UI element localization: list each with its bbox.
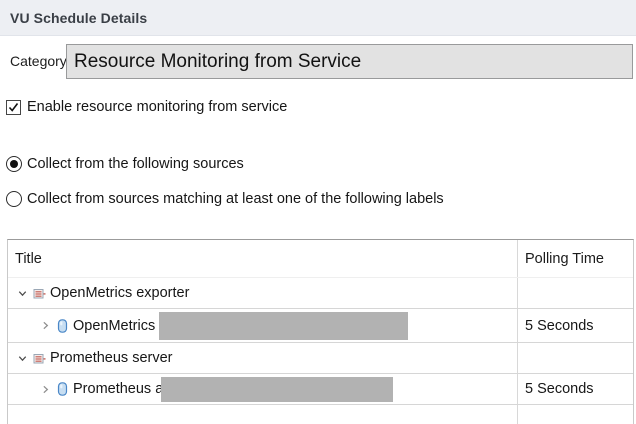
redaction-block <box>159 312 408 340</box>
redaction-block <box>161 377 393 402</box>
table-header-row: Title Polling Time <box>8 240 633 278</box>
exporter-icon <box>32 286 46 300</box>
source-item-label: Prometheus at <box>73 381 168 397</box>
source-group-label: OpenMetrics exporter <box>50 285 190 301</box>
chevron-right-icon[interactable] <box>39 320 51 332</box>
column-header-polling-time[interactable]: Polling Time <box>525 250 604 267</box>
chevron-right-icon[interactable] <box>39 383 51 395</box>
enable-monitoring-checkbox[interactable] <box>6 100 21 115</box>
category-label: Category: <box>10 53 71 69</box>
enable-monitoring-label: Enable resource monitoring from service <box>27 99 288 115</box>
radio-collect-by-labels[interactable] <box>6 191 22 207</box>
table-row[interactable]: OpenMetrics a 5 Seconds <box>8 309 633 343</box>
empty-table-area <box>8 405 633 424</box>
section-header: VU Schedule Details <box>0 0 636 36</box>
counter-icon <box>55 382 69 396</box>
counter-icon <box>55 318 69 333</box>
table-row[interactable]: Prometheus at 5 Seconds <box>8 374 633 405</box>
exporter-icon <box>32 351 46 365</box>
chevron-down-icon[interactable] <box>16 352 28 364</box>
table-row[interactable]: OpenMetrics exporter <box>8 278 633 309</box>
source-item-label: OpenMetrics a <box>73 317 168 334</box>
radio-collect-by-labels-label: Collect from sources matching at least o… <box>27 191 444 207</box>
polling-time-cell: 5 Seconds <box>525 317 594 334</box>
table-row[interactable]: Prometheus server <box>8 343 633 374</box>
column-header-title[interactable]: Title <box>15 250 42 267</box>
radio-collect-from-sources-label: Collect from the following sources <box>27 156 244 172</box>
checkmark-icon <box>8 103 19 112</box>
polling-time-cell: 5 Seconds <box>525 381 594 397</box>
category-value: Resource Monitoring from Service <box>74 50 362 72</box>
radio-collect-from-sources[interactable] <box>6 156 22 172</box>
sources-table: Title Polling Time <box>7 239 634 424</box>
source-group-label: Prometheus server <box>50 350 173 366</box>
chevron-down-icon[interactable] <box>16 287 28 299</box>
category-combo[interactable]: Resource Monitoring from Service <box>66 44 633 79</box>
column-divider[interactable] <box>517 240 518 424</box>
page-title: VU Schedule Details <box>10 9 148 26</box>
